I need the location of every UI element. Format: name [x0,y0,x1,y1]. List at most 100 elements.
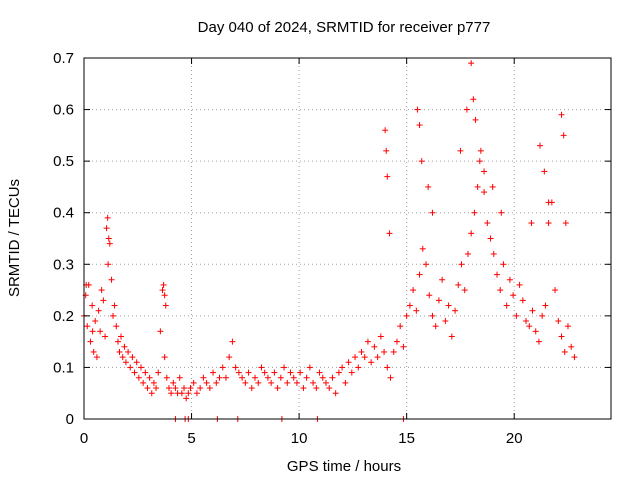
data-point [416,122,423,129]
data-point [393,338,400,345]
data-point [329,374,336,381]
data-point [232,364,239,371]
data-point [383,147,390,154]
x-tick-label: 15 [398,430,415,447]
data-point [255,379,262,386]
data-point [458,261,465,268]
data-point [342,379,349,386]
data-point [111,302,118,309]
y-tick-label: 0.7 [53,50,74,67]
data-point [348,369,355,376]
data-point [516,281,523,288]
data-point [322,379,329,386]
data-point [193,390,200,397]
data-point [406,302,413,309]
data-point [131,369,138,376]
data-point [197,385,204,392]
data-point [165,385,172,392]
y-tick-label: 0.6 [53,102,74,119]
data-point [190,379,197,386]
data-point [368,359,375,366]
data-point [161,354,168,361]
data-point [157,328,164,335]
data-point [345,359,352,366]
data-point [497,287,504,294]
data-point [176,374,183,381]
x-tick-label: 0 [80,430,88,447]
data-point [277,374,284,381]
chart-title: Day 040 of 2024, SRMTID for receiver p77… [198,19,491,36]
data-point [445,302,452,309]
data-point [435,297,442,304]
data-point [510,292,517,299]
data-point [429,209,436,216]
data-point [558,333,565,340]
data-point [159,287,166,294]
data-point [170,379,177,386]
data-point [493,271,500,278]
data-point [95,307,102,314]
data-point [97,328,104,335]
data-point [92,318,99,325]
data-point [564,323,571,330]
data-point [403,312,410,319]
data-point [523,318,530,325]
data-point [377,333,384,340]
y-tick-label: 0.4 [53,205,74,222]
data-point [105,261,112,268]
x-tick-label: 10 [291,430,308,447]
data-point [397,323,404,330]
data-point [155,369,162,376]
data-point [382,127,389,134]
data-point [203,379,210,386]
data-point [470,96,477,103]
data-point [104,214,111,221]
data-point [140,379,147,386]
data-point [413,307,420,314]
data-point [306,364,313,371]
data-point [558,111,565,118]
data-point [384,173,391,180]
data-point [138,364,145,371]
data-point [297,369,304,376]
data-point [489,183,496,190]
data-point [248,385,255,392]
y-axis-label: SRMTID / TECUs [6,179,23,297]
data-point [316,369,323,376]
data-point [481,189,488,196]
data-point [528,220,535,227]
y-tick-label: 0.3 [53,256,74,273]
data-point [117,333,124,340]
data-point [172,385,179,392]
data-point [471,209,478,216]
data-point [216,374,223,381]
data-point [98,287,105,294]
data-point [133,359,140,366]
data-point [442,318,449,325]
data-point [129,354,136,361]
data-point [187,385,194,392]
data-point [400,343,407,350]
data-point [571,354,578,361]
data-point [419,245,426,252]
data-point [463,106,470,113]
data-point [162,302,169,309]
data-point [84,323,91,330]
data-point [105,235,112,242]
axis-ticks: 0 5 10 15 20 0 0.1 0.2 0.3 0.4 0.5 0.6 0.7 [53,50,611,447]
data-point [261,369,268,376]
data-point [381,348,388,355]
data-point [287,369,294,376]
data-point [102,333,109,340]
data-point [487,235,494,242]
y-tick-label: 0.2 [53,308,74,325]
data-point [178,390,185,397]
data-point [526,323,533,330]
data-point [113,323,120,330]
data-point [242,379,249,386]
data-point [545,220,552,227]
data-point [390,348,397,355]
data-point [119,354,126,361]
data-point [258,364,265,371]
